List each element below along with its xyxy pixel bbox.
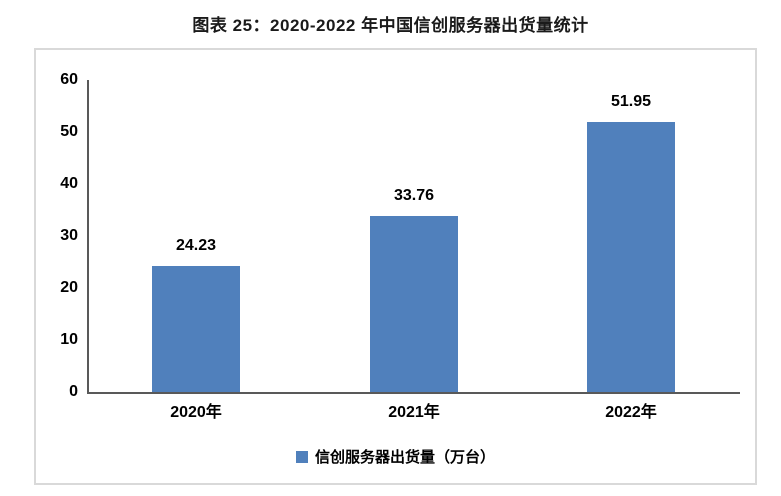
legend-swatch-icon: [295, 450, 308, 463]
x-axis-line: [87, 392, 740, 394]
x-category-label: 2022年: [605, 404, 657, 421]
y-tick-label: 10: [60, 331, 78, 348]
bar-value-label: 24.23: [175, 237, 217, 254]
chart-container: 0 10 20 30 40 50 60 24.23 33.76 51.95 2020年 2021年…: [34, 48, 757, 485]
bar-value-label: 51.95: [610, 93, 652, 110]
legend-label: 信创服务器出货量（万台）: [314, 449, 495, 466]
y-axis-line: [87, 80, 89, 394]
x-category-label: 2020年: [170, 404, 222, 421]
bar: [152, 266, 240, 392]
bar: [587, 122, 675, 392]
x-category-label: 2021年: [388, 404, 440, 421]
bar: [370, 216, 458, 392]
legend: 信创服务器出货量（万台）: [36, 446, 755, 467]
y-tick-label: 60: [60, 71, 78, 88]
y-tick-label: 30: [60, 227, 78, 244]
y-tick-label: 20: [60, 279, 78, 296]
y-tick-label: 40: [60, 175, 78, 192]
y-tick-label: 50: [60, 123, 78, 140]
figure-title: 图表 25：2020-2022 年中国信创服务器出货量统计: [192, 16, 589, 35]
y-tick-label: 0: [69, 383, 78, 400]
bar-value-label: 33.76: [393, 187, 435, 204]
